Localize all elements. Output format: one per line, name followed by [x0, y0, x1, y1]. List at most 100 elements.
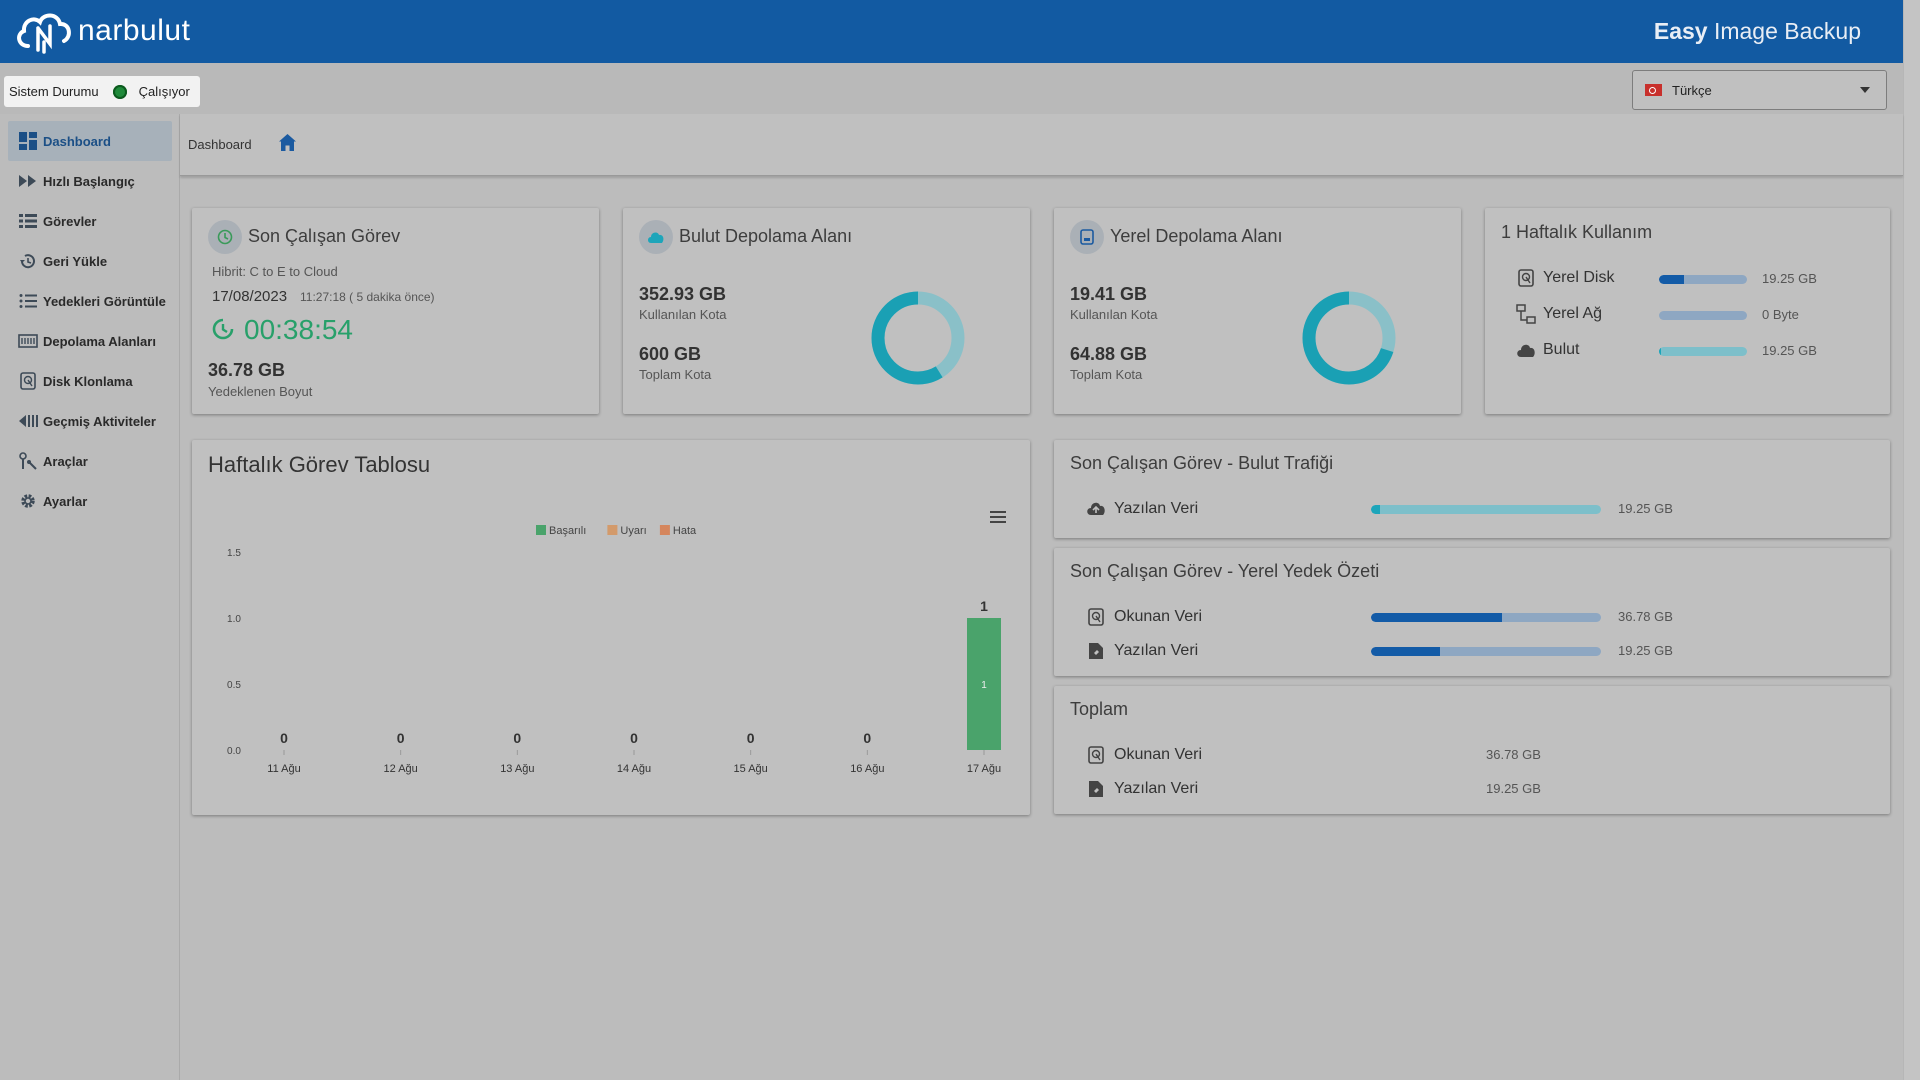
x-tick-label: 11 Ağu	[267, 763, 300, 775]
local-quota-donut	[1302, 291, 1396, 385]
sidebar-item-label: Hızlı Başlangıç	[43, 173, 135, 189]
local-storage-card: Yerel Depolama Alanı 19.41 GB Kullanılan…	[1054, 208, 1461, 414]
bar-success	[967, 618, 1001, 750]
gear-icon	[18, 491, 38, 511]
bar-total-label: 1	[980, 598, 988, 614]
local-storage-title: Yerel Depolama Alanı	[1110, 226, 1283, 246]
sidebar-item-view-backups[interactable]: Yedekleri Görüntüle	[8, 281, 172, 321]
sidebar-item-label: Geri Yükle	[43, 253, 108, 269]
turkey-flag-icon	[1645, 84, 1662, 96]
local-total-label: Toplam Kota	[1070, 367, 1143, 382]
system-status: Sistem Durumu Çalışıyor	[4, 76, 200, 107]
total-read-label: Okunan Veri	[1114, 746, 1203, 763]
breadcrumb-item-dashboard[interactable]: Dashboard	[188, 137, 252, 152]
clock-icon	[208, 220, 242, 254]
language-select[interactable]: Türkçe	[1632, 70, 1887, 110]
sidebar-item-restore[interactable]: Geri Yükle	[8, 241, 172, 281]
sidebar-item-dashboard[interactable]: Dashboard	[8, 121, 172, 161]
dashboard-icon	[18, 131, 38, 151]
cloud-storage-card: Bulut Depolama Alanı 352.93 GB Kullanıla…	[623, 208, 1030, 414]
cloud-total-label: Toplam Kota	[639, 367, 712, 382]
sidebar-item-quick-start[interactable]: Hızlı Başlangıç	[8, 161, 172, 201]
usage-row-cloud: Bulut	[1515, 337, 1579, 363]
total-title: Toplam	[1070, 699, 1129, 719]
cloud-storage-title: Bulut Depolama Alanı	[679, 226, 853, 246]
usage-value: 0 Byte	[1762, 307, 1799, 322]
page-scrollbar[interactable]	[1903, 0, 1920, 1080]
weekly-usage-card: 1 Haftalık Kullanım Yerel Disk 19.25 GB …	[1485, 208, 1890, 414]
written-data-label: Yazılan Veri	[1114, 642, 1199, 659]
usage-bar-cloud	[1659, 347, 1747, 356]
bar-total-label: 0	[863, 730, 871, 746]
history-icon	[18, 411, 38, 431]
disk-read-icon	[1088, 746, 1104, 769]
legend-label: Hata	[673, 525, 697, 537]
sidebar-item-history[interactable]: Geçmiş Aktiviteler	[8, 401, 172, 441]
legend-label: Uyarı	[620, 525, 646, 537]
x-tick-label: 17 Ağu	[967, 763, 1001, 775]
x-tick-label: 13 Ağu	[500, 763, 534, 775]
home-icon[interactable]	[278, 133, 297, 157]
bar-inner-label: 1	[981, 680, 987, 691]
sidebar-item-storage[interactable]: Depolama Alanları	[8, 321, 172, 361]
usage-value: 19.25 GB	[1762, 271, 1817, 286]
legend-swatch	[607, 525, 618, 535]
x-tick-label: 14 Ağu	[617, 763, 651, 775]
weekly-task-chart: Başarılı Uyarı Hata 0.0 0.5 1.0 1.5 11 Ağu 0 12 A…	[227, 525, 1001, 775]
cloud-traffic-title: Son Çalışan Görev - Bulut Trafiği	[1070, 453, 1334, 473]
cloud-traffic-card: Son Çalışan Görev - Bulut Trafiği Yazıla…	[1054, 440, 1890, 538]
system-status-value: Çalışıyor	[138, 84, 190, 99]
local-used-label: Kullanılan Kota	[1070, 307, 1158, 322]
cloud-written-label: Yazılan Veri	[1114, 500, 1199, 517]
file-write-icon	[1088, 642, 1104, 665]
cloud-total-value: 600 GB	[639, 344, 702, 364]
sidebar-item-settings[interactable]: Ayarlar	[8, 481, 172, 521]
cloud-icon	[639, 220, 673, 254]
logo-text: narbulut	[78, 14, 191, 47]
usage-bar-local-disk	[1659, 275, 1747, 284]
bar-total-label: 0	[513, 730, 521, 746]
restore-icon	[18, 251, 38, 271]
sidebar-item-tasks[interactable]: Görevler	[8, 201, 172, 241]
cloud-used-label: Kullanılan Kota	[639, 307, 727, 322]
written-data-value: 19.25 GB	[1618, 643, 1673, 658]
usage-row-local-network: Yerel Ağ	[1515, 301, 1602, 327]
cloud-used-value: 352.93 GB	[639, 284, 727, 304]
last-task-title: Son Çalışan Görev	[248, 226, 401, 246]
cloud-upload-icon	[1086, 500, 1106, 521]
backup-size: 36.78 GB	[208, 360, 286, 380]
usage-label: Bulut	[1543, 341, 1580, 358]
x-tick-label: 16 Ağu	[850, 763, 884, 775]
bar-total-label: 0	[630, 730, 638, 746]
task-duration: 00:38:54	[244, 314, 353, 345]
tools-icon	[18, 451, 38, 471]
network-icon	[1515, 303, 1537, 325]
chevron-down-icon	[1860, 87, 1870, 93]
status-indicator-icon	[112, 84, 127, 99]
list-icon	[18, 211, 38, 231]
written-data-bar	[1371, 647, 1601, 656]
sidebar-item-tools[interactable]: Araçlar	[8, 441, 172, 481]
total-written-value: 19.25 GB	[1486, 781, 1541, 796]
sidebar-item-disk-clone[interactable]: Disk Klonlama	[8, 361, 172, 401]
narbulut-logo[interactable]: narbulut	[14, 6, 190, 56]
read-data-value: 36.78 GB	[1618, 609, 1673, 624]
chart-menu-icon[interactable]	[990, 510, 1006, 528]
cloud-quota-donut	[871, 291, 965, 385]
usage-label: Yerel Disk	[1543, 269, 1615, 286]
backup-size-label: Yedeklenen Boyut	[208, 384, 313, 399]
fast-forward-icon	[18, 171, 38, 191]
cloud-logo-icon	[17, 13, 71, 54]
list-bulleted-icon	[18, 291, 38, 311]
status-bar: Sistem Durumu Çalışıyor Türkçe	[0, 63, 1903, 114]
disk-read-icon	[1088, 608, 1104, 631]
local-summary-title: Son Çalışan Görev - Yerel Yedek Özeti	[1070, 561, 1380, 581]
total-card: Toplam Okunan Veri 36.78 GB Yazılan Veri…	[1054, 686, 1890, 814]
bar-total-label: 0	[280, 730, 288, 746]
cloud-written-value: 19.25 GB	[1618, 501, 1673, 516]
storage-icon	[18, 331, 38, 351]
weekly-task-chart-card: Haftalık Görev Tablosu Başarılı Uyarı Hata…	[192, 440, 1030, 815]
x-tick-label: 12 Ağu	[384, 763, 418, 775]
system-status-label: Sistem Durumu	[9, 84, 99, 99]
legend-swatch	[659, 525, 670, 535]
